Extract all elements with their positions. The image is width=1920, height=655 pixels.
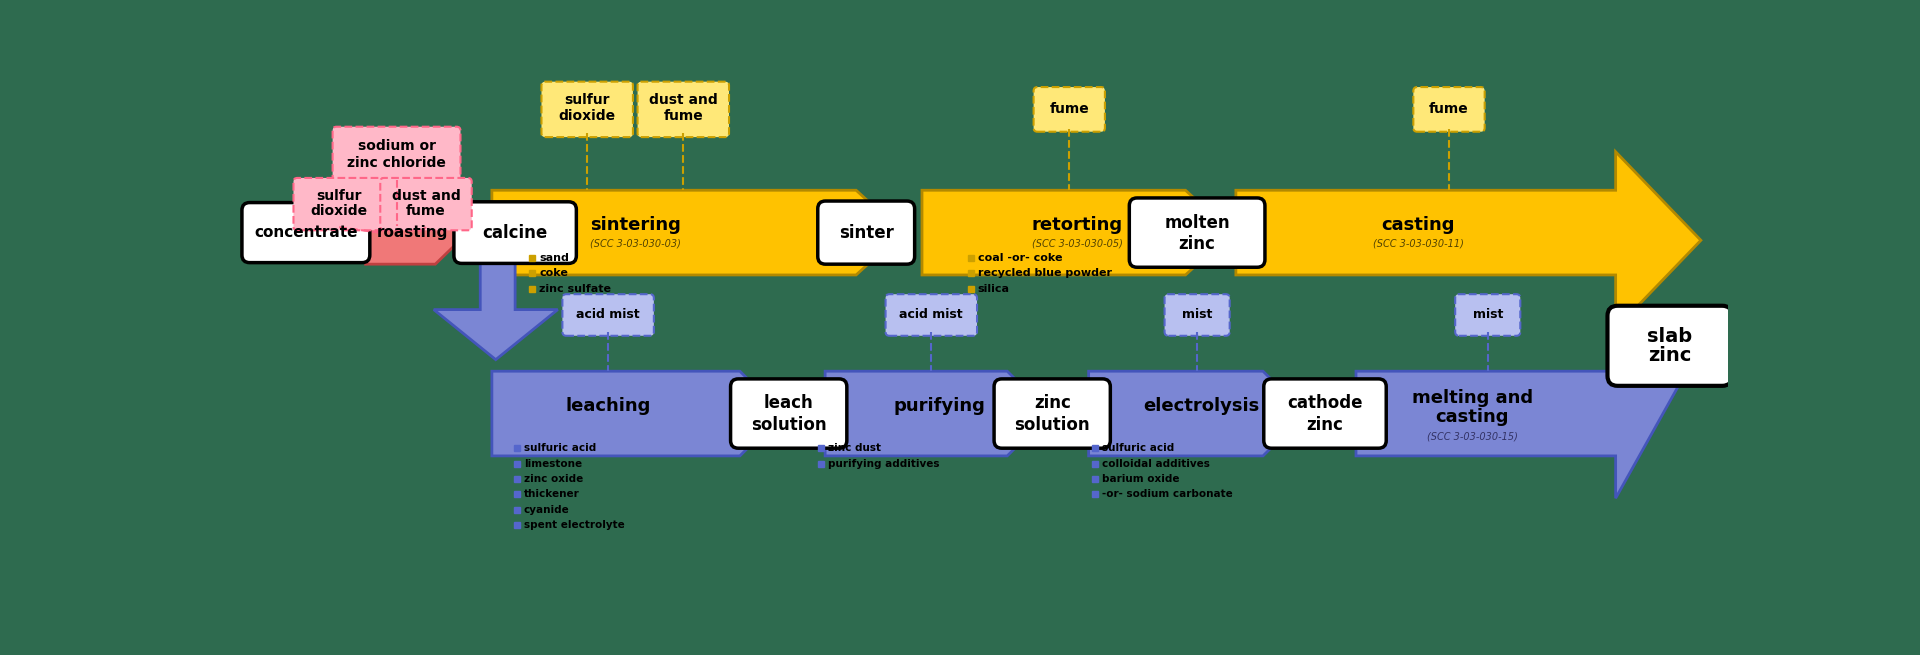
- Text: purifying additives: purifying additives: [828, 458, 939, 468]
- Text: roasting: roasting: [376, 225, 447, 240]
- Text: electrolysis: electrolysis: [1142, 397, 1260, 415]
- Text: zinc sulfate: zinc sulfate: [540, 284, 611, 294]
- FancyBboxPatch shape: [1033, 87, 1104, 132]
- Text: solution: solution: [751, 416, 826, 434]
- Polygon shape: [492, 190, 902, 275]
- Text: (SCC 3-03-030-03): (SCC 3-03-030-03): [589, 238, 682, 248]
- Text: purifying: purifying: [893, 397, 985, 415]
- Text: sand: sand: [540, 253, 568, 263]
- FancyBboxPatch shape: [1165, 294, 1229, 336]
- Text: zinc chloride: zinc chloride: [348, 155, 445, 170]
- FancyBboxPatch shape: [563, 294, 655, 336]
- FancyBboxPatch shape: [1413, 87, 1484, 132]
- FancyBboxPatch shape: [294, 178, 384, 231]
- Text: (SCC 3-03-030-05): (SCC 3-03-030-05): [1031, 238, 1123, 248]
- Text: sulfur: sulfur: [564, 93, 611, 107]
- Polygon shape: [1356, 329, 1701, 498]
- FancyBboxPatch shape: [1129, 198, 1265, 267]
- Polygon shape: [1236, 152, 1701, 329]
- Text: fume: fume: [664, 109, 703, 122]
- Text: zinc dust: zinc dust: [828, 443, 881, 453]
- Text: acid mist: acid mist: [899, 309, 964, 322]
- Text: -or- sodium carbonate: -or- sodium carbonate: [1102, 489, 1233, 499]
- Text: recycled blue powder: recycled blue powder: [977, 269, 1112, 278]
- Text: barium oxide: barium oxide: [1102, 474, 1179, 484]
- Text: dust and: dust and: [392, 189, 461, 202]
- FancyBboxPatch shape: [332, 126, 461, 185]
- FancyBboxPatch shape: [380, 178, 472, 231]
- Text: colloidal additives: colloidal additives: [1102, 458, 1210, 468]
- Text: zinc: zinc: [1308, 416, 1344, 434]
- Text: fume: fume: [407, 204, 445, 218]
- FancyBboxPatch shape: [541, 82, 634, 137]
- Text: silica: silica: [977, 284, 1010, 294]
- Text: cyanide: cyanide: [524, 505, 570, 515]
- Text: mist: mist: [1183, 309, 1212, 322]
- Text: sulfuric acid: sulfuric acid: [524, 443, 595, 453]
- FancyBboxPatch shape: [1263, 379, 1386, 448]
- Polygon shape: [1089, 371, 1306, 456]
- FancyBboxPatch shape: [1455, 294, 1521, 336]
- FancyBboxPatch shape: [995, 379, 1110, 448]
- Text: (SCC 3-03-030-11): (SCC 3-03-030-11): [1373, 238, 1463, 248]
- Text: mist: mist: [1473, 309, 1503, 322]
- Text: sulfur: sulfur: [317, 189, 363, 202]
- Text: zinc oxide: zinc oxide: [524, 474, 584, 484]
- Text: sinter: sinter: [839, 223, 893, 242]
- Text: zinc: zinc: [1647, 346, 1692, 365]
- Text: casting: casting: [1380, 216, 1455, 234]
- Polygon shape: [826, 371, 1050, 456]
- Text: thickener: thickener: [524, 489, 580, 499]
- FancyBboxPatch shape: [242, 202, 371, 263]
- Text: casting: casting: [1436, 409, 1509, 426]
- FancyBboxPatch shape: [453, 202, 576, 263]
- Text: sulfuric acid: sulfuric acid: [1102, 443, 1173, 453]
- Text: calcine: calcine: [482, 223, 547, 242]
- Text: sintering: sintering: [589, 216, 682, 234]
- Text: limestone: limestone: [524, 458, 582, 468]
- Text: dioxide: dioxide: [311, 204, 369, 218]
- Text: fume: fume: [1050, 102, 1089, 117]
- Text: concentrate: concentrate: [253, 225, 357, 240]
- Text: coke: coke: [540, 269, 568, 278]
- Text: (SCC 3-03-030-15): (SCC 3-03-030-15): [1427, 432, 1517, 441]
- Text: solution: solution: [1014, 416, 1091, 434]
- Text: retorting: retorting: [1031, 216, 1123, 234]
- Text: slab: slab: [1647, 327, 1692, 346]
- Polygon shape: [492, 371, 783, 456]
- Polygon shape: [434, 258, 557, 360]
- Text: sodium or: sodium or: [357, 140, 436, 153]
- Text: spent electrolyte: spent electrolyte: [524, 520, 624, 530]
- Text: fume: fume: [1428, 102, 1469, 117]
- Polygon shape: [922, 190, 1233, 275]
- Polygon shape: [365, 201, 468, 264]
- Text: melting and: melting and: [1411, 389, 1532, 407]
- Text: zinc: zinc: [1033, 394, 1071, 412]
- Text: cathode: cathode: [1286, 394, 1363, 412]
- Text: leaching: leaching: [564, 397, 651, 415]
- Text: acid mist: acid mist: [576, 309, 639, 322]
- FancyBboxPatch shape: [732, 379, 847, 448]
- Text: dioxide: dioxide: [559, 109, 616, 122]
- Text: coal -or- coke: coal -or- coke: [977, 253, 1062, 263]
- Text: dust and: dust and: [649, 93, 718, 107]
- FancyBboxPatch shape: [637, 82, 730, 137]
- Text: molten: molten: [1164, 214, 1231, 232]
- FancyBboxPatch shape: [1607, 306, 1732, 386]
- Text: leach: leach: [764, 394, 814, 412]
- FancyBboxPatch shape: [885, 294, 977, 336]
- Text: zinc: zinc: [1179, 235, 1215, 253]
- FancyBboxPatch shape: [818, 201, 914, 264]
